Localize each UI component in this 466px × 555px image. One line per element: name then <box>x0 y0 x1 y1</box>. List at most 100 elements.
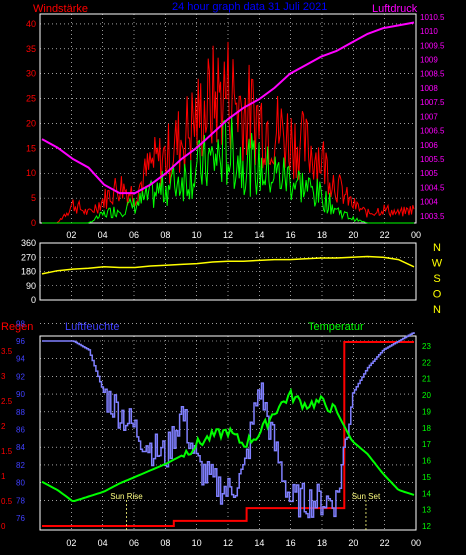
pressure-tick-label: 1009 <box>420 55 438 64</box>
wind-average-series <box>42 116 414 224</box>
humidity-tick-label: 92 <box>16 372 25 381</box>
temperature-tick-label: 15 <box>422 473 431 482</box>
rain-tick-label: 1.5 <box>1 447 13 456</box>
temperature-tick-label: 20 <box>422 391 431 400</box>
x-tick-label: 02 <box>66 230 76 240</box>
wind-axis-title: Windstärke <box>33 3 88 15</box>
x-tick-label: 06 <box>129 230 139 240</box>
x-tick-label: 14 <box>254 230 264 240</box>
pressure-tick-label: 1004 <box>420 198 438 207</box>
humidity-tick-label: 84 <box>16 443 25 452</box>
humidity-tick-label: 86 <box>16 426 25 435</box>
pressure-tick-label: 1005.5 <box>420 155 445 164</box>
humidity-tick-label: 98 <box>16 319 25 328</box>
temperature-tick-label: 19 <box>422 407 431 416</box>
x-tick-label: 20 <box>348 538 358 548</box>
compass-label: S <box>433 273 440 285</box>
x-tick-label: 12 <box>223 538 233 548</box>
wind-tick-label: 0 <box>31 218 36 228</box>
x-tick-label: 16 <box>286 230 296 240</box>
compass-label: O <box>433 289 442 301</box>
compass-label: W <box>432 258 443 270</box>
compass-label: N <box>433 304 441 316</box>
humidity-tick-label: 76 <box>16 514 25 523</box>
humidity-tick-label: 96 <box>16 337 25 346</box>
rain-axis-title: Regen <box>1 321 33 333</box>
temperature-tick-label: 12 <box>422 522 431 531</box>
pressure-tick-label: 1006 <box>420 141 438 150</box>
rain-tick-label: 3 <box>1 372 6 381</box>
rain-tick-label: 2.5 <box>1 397 13 406</box>
x-tick-label: 16 <box>286 538 296 548</box>
pressure-tick-label: 1007.5 <box>420 98 445 107</box>
x-tick-label: 04 <box>98 538 108 548</box>
temperature-tick-label: 18 <box>422 424 431 433</box>
pressure-tick-label: 1008 <box>420 84 438 93</box>
x-tick-label: 08 <box>160 538 170 548</box>
temperature-tick-label: 21 <box>422 375 431 384</box>
wind-tick-label: 10 <box>26 168 36 178</box>
wind-tick-label: 40 <box>26 19 36 29</box>
wind-tick-label: 35 <box>26 44 36 54</box>
x-tick-label: 20 <box>348 230 358 240</box>
pressure-tick-label: 1004.5 <box>420 183 445 192</box>
sun-set-label: Sun Set <box>352 492 381 501</box>
pressure-tick-label: 1009.5 <box>420 41 445 50</box>
x-tick-label: 10 <box>192 538 202 548</box>
x-tick-label: 10 <box>192 230 202 240</box>
pressure-tick-label: 1010 <box>420 27 438 36</box>
humidity-tick-label: 78 <box>16 496 25 505</box>
humidity-tick-label: 80 <box>16 479 25 488</box>
wind-direction-series <box>41 255 415 275</box>
humidity-tick-label: 94 <box>16 355 25 364</box>
temperature-axis-title: Temperatur <box>308 321 364 333</box>
x-tick-label: 14 <box>254 538 264 548</box>
pressure-tick-label: 1010.5 <box>420 13 445 22</box>
x-tick-label: 04 <box>98 230 108 240</box>
pressure-tick-label: 1006.5 <box>420 127 445 136</box>
wind-pressure-panel: 05101520253035401003.510041004.510051005… <box>26 13 445 240</box>
chart-title: 24 hour graph data 31 Juli 2021 <box>172 1 327 13</box>
x-tick-label: 08 <box>160 230 170 240</box>
pressure-tick-label: 1007 <box>420 112 438 121</box>
x-tick-label: 22 <box>380 230 390 240</box>
rain-tick-label: 3.5 <box>1 347 13 356</box>
rain-tick-label: 0 <box>1 522 6 531</box>
wind-gust-series <box>42 41 415 224</box>
wind-tick-label: 30 <box>26 69 36 79</box>
pressure-series <box>41 21 415 195</box>
pressure-tick-label: 1008.5 <box>420 70 445 79</box>
humidity-axis-title: Luftfeuchte <box>65 321 119 333</box>
humidity-tick-label: 90 <box>16 390 25 399</box>
rain-tick-label: 0.5 <box>1 497 13 506</box>
temperature-tick-label: 16 <box>422 457 431 466</box>
temperature-tick-label: 22 <box>422 358 431 367</box>
rain-series <box>42 341 414 527</box>
rain-tick-label: 1 <box>1 472 6 481</box>
temperature-tick-label: 13 <box>422 506 431 515</box>
x-tick-label: 00 <box>411 230 421 240</box>
x-tick-label: 00 <box>411 538 421 548</box>
wind-tick-label: 15 <box>26 143 36 153</box>
compass-label: N <box>433 242 441 254</box>
direction-tick-label: 360 <box>21 238 36 248</box>
x-tick-label: 22 <box>380 538 390 548</box>
wind-tick-label: 20 <box>26 118 36 128</box>
humidity-tick-label: 88 <box>16 408 25 417</box>
temperature-tick-label: 17 <box>422 440 431 449</box>
rain-humidity-temperature-panel: 0 0.5 1 1.5 2 2.5 3 3.5 76 78 80 82 84 86 88 90 92 94 96 98… <box>1 319 431 548</box>
temperature-tick-label: 23 <box>422 342 431 351</box>
direction-tick-label: 0 <box>31 295 36 305</box>
rain-tick-label: 2 <box>1 422 6 431</box>
pressure-tick-label: 1005 <box>420 169 438 178</box>
x-tick-label: 18 <box>317 230 327 240</box>
x-tick-label: 12 <box>223 230 233 240</box>
x-tick-label: 06 <box>129 538 139 548</box>
direction-tick-label: 90 <box>26 281 36 291</box>
temperature-series <box>41 387 415 503</box>
direction-tick-label: 180 <box>21 267 36 277</box>
wind-tick-label: 5 <box>31 193 36 203</box>
